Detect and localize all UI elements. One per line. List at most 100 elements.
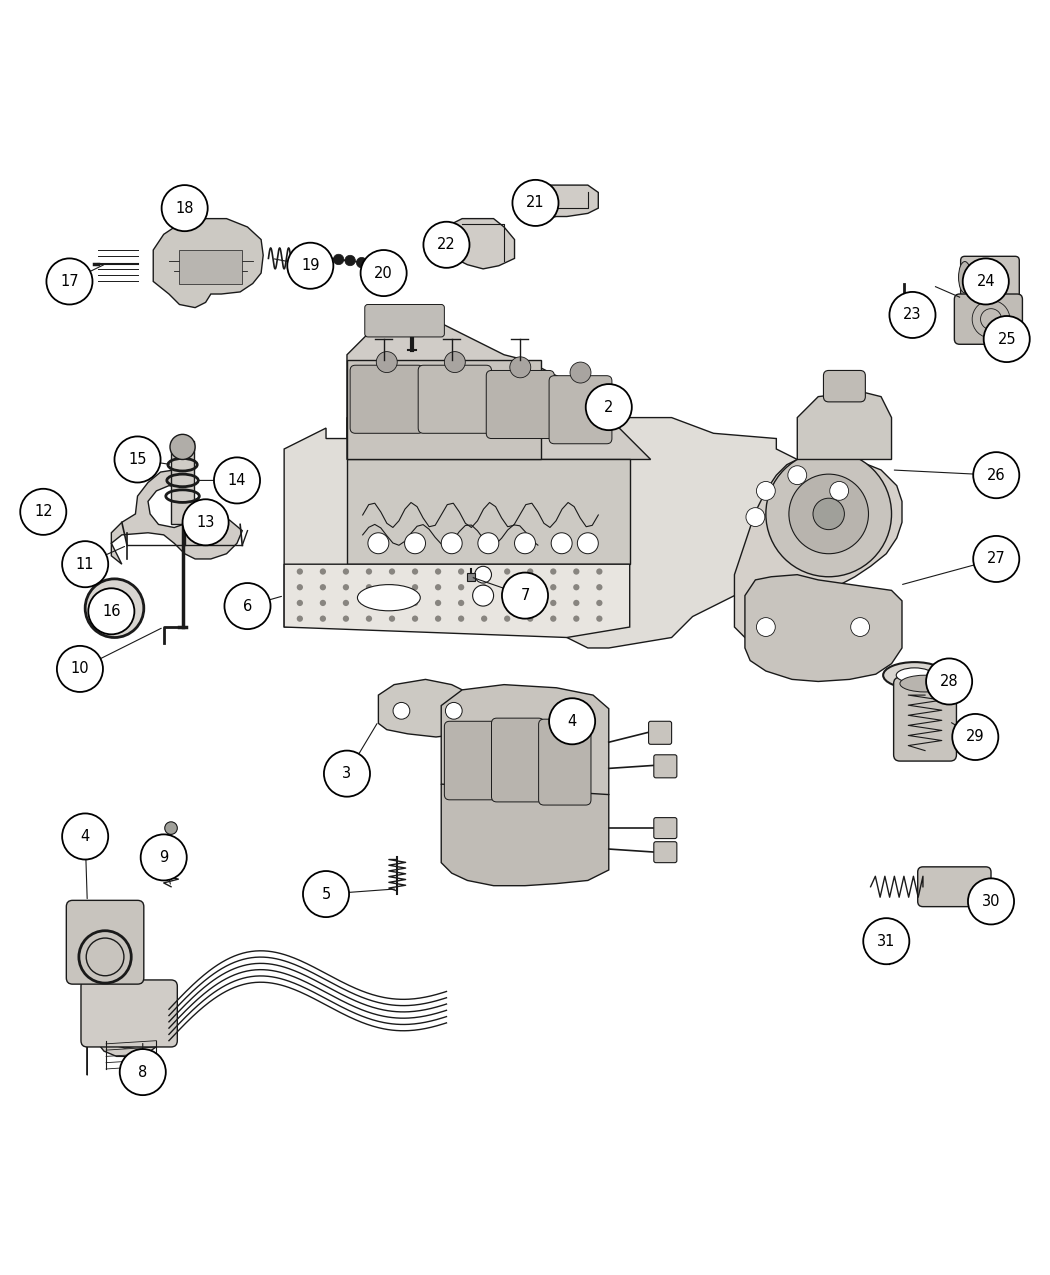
Circle shape — [952, 714, 999, 760]
Polygon shape — [525, 185, 598, 218]
Circle shape — [504, 584, 510, 590]
Circle shape — [756, 482, 775, 500]
FancyBboxPatch shape — [364, 305, 444, 337]
Polygon shape — [441, 784, 609, 886]
Polygon shape — [285, 565, 630, 638]
Circle shape — [333, 254, 343, 265]
Circle shape — [365, 599, 372, 606]
Circle shape — [412, 584, 418, 590]
Text: 8: 8 — [139, 1065, 147, 1080]
Circle shape — [360, 250, 406, 296]
Circle shape — [813, 499, 844, 529]
Circle shape — [573, 584, 580, 590]
Circle shape — [365, 569, 372, 575]
Text: 13: 13 — [196, 515, 215, 530]
Circle shape — [162, 185, 208, 231]
Text: 20: 20 — [374, 265, 393, 280]
Circle shape — [504, 599, 510, 606]
Circle shape — [384, 261, 393, 270]
Circle shape — [388, 584, 395, 590]
Text: 4: 4 — [567, 714, 576, 729]
Circle shape — [550, 569, 556, 575]
Circle shape — [830, 482, 848, 500]
Text: 15: 15 — [128, 451, 147, 467]
Circle shape — [850, 617, 869, 636]
Circle shape — [472, 585, 493, 606]
Circle shape — [514, 533, 536, 553]
Text: 9: 9 — [160, 850, 168, 864]
Polygon shape — [285, 418, 797, 648]
Circle shape — [481, 569, 487, 575]
Circle shape — [297, 569, 303, 575]
FancyBboxPatch shape — [486, 371, 554, 439]
Circle shape — [46, 259, 92, 305]
Circle shape — [435, 569, 441, 575]
Circle shape — [481, 616, 487, 622]
Circle shape — [512, 180, 559, 226]
Circle shape — [320, 599, 327, 606]
Polygon shape — [744, 575, 902, 681]
Circle shape — [756, 617, 775, 636]
Circle shape — [388, 569, 395, 575]
Circle shape — [88, 588, 134, 635]
Circle shape — [475, 566, 491, 583]
Ellipse shape — [900, 676, 950, 692]
Circle shape — [297, 584, 303, 590]
FancyBboxPatch shape — [654, 842, 677, 863]
Ellipse shape — [959, 261, 971, 293]
Circle shape — [183, 500, 229, 546]
Circle shape — [412, 616, 418, 622]
Circle shape — [393, 703, 410, 719]
Circle shape — [926, 658, 972, 705]
Text: 16: 16 — [102, 604, 121, 618]
Circle shape — [550, 584, 556, 590]
Text: 3: 3 — [342, 766, 352, 782]
FancyBboxPatch shape — [66, 900, 144, 984]
Circle shape — [573, 569, 580, 575]
Circle shape — [141, 834, 187, 881]
Circle shape — [549, 699, 595, 745]
Text: 11: 11 — [76, 557, 94, 571]
Circle shape — [481, 599, 487, 606]
Circle shape — [444, 352, 465, 372]
Circle shape — [165, 822, 177, 834]
Circle shape — [412, 599, 418, 606]
Circle shape — [297, 616, 303, 622]
Polygon shape — [734, 458, 902, 648]
Circle shape — [889, 292, 936, 338]
Circle shape — [550, 599, 556, 606]
FancyBboxPatch shape — [649, 722, 672, 745]
Text: 30: 30 — [982, 894, 1001, 909]
Text: 19: 19 — [301, 259, 319, 273]
FancyBboxPatch shape — [350, 365, 423, 434]
Circle shape — [596, 616, 603, 622]
Text: 21: 21 — [526, 195, 545, 210]
Polygon shape — [452, 218, 514, 269]
Circle shape — [57, 646, 103, 692]
Circle shape — [527, 616, 533, 622]
Text: 24: 24 — [976, 274, 995, 289]
Circle shape — [502, 572, 548, 618]
Circle shape — [458, 599, 464, 606]
Circle shape — [973, 453, 1020, 499]
Circle shape — [288, 242, 333, 288]
Circle shape — [578, 533, 598, 553]
Circle shape — [225, 583, 271, 629]
Circle shape — [114, 436, 161, 482]
Circle shape — [404, 533, 425, 553]
Text: 5: 5 — [321, 886, 331, 901]
Text: 28: 28 — [940, 674, 959, 688]
Circle shape — [393, 263, 401, 272]
Text: 17: 17 — [60, 274, 79, 289]
Circle shape — [968, 878, 1014, 924]
Circle shape — [342, 569, 349, 575]
Circle shape — [376, 352, 397, 372]
Circle shape — [527, 569, 533, 575]
Circle shape — [435, 616, 441, 622]
Circle shape — [368, 533, 388, 553]
Circle shape — [388, 599, 395, 606]
Circle shape — [789, 474, 868, 553]
Circle shape — [412, 569, 418, 575]
FancyBboxPatch shape — [346, 360, 541, 459]
FancyBboxPatch shape — [81, 980, 177, 1047]
